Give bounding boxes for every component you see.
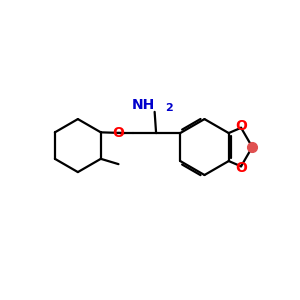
Text: 2: 2 bbox=[165, 103, 173, 113]
Text: O: O bbox=[236, 119, 248, 133]
Text: NH: NH bbox=[131, 98, 154, 112]
Text: O: O bbox=[112, 126, 124, 140]
Text: O: O bbox=[236, 161, 248, 175]
